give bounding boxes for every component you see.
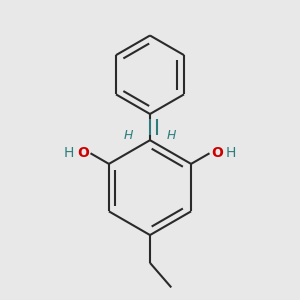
Text: H: H (124, 129, 134, 142)
Text: H: H (226, 146, 236, 160)
Text: H: H (167, 129, 176, 142)
Text: O: O (211, 146, 223, 160)
Text: H: H (64, 146, 74, 160)
Text: O: O (77, 146, 89, 160)
